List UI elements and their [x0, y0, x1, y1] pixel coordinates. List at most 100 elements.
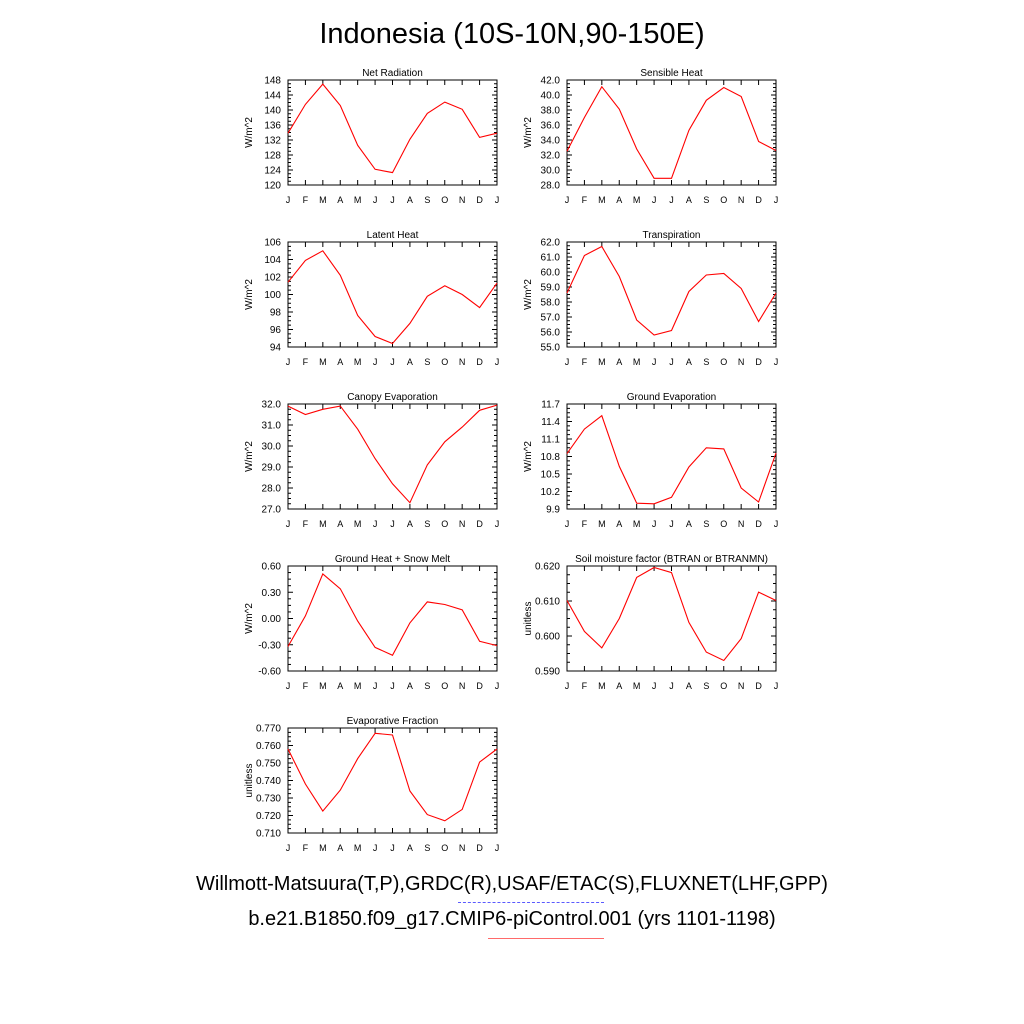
x-tick-label: A	[337, 681, 343, 691]
x-tick-label: A	[407, 681, 413, 691]
x-tick-label: J	[565, 357, 570, 367]
x-tick-label: O	[441, 519, 448, 529]
x-tick-label: J	[495, 357, 500, 367]
x-tick-label: O	[720, 357, 727, 367]
series-line	[566, 414, 777, 505]
y-tick-label: 0.730	[256, 794, 281, 805]
y-tick-label: 128	[264, 151, 281, 162]
x-tick-label: O	[720, 195, 727, 205]
x-tick-label: J	[373, 195, 378, 205]
y-tick-label: 0.620	[535, 562, 560, 573]
x-tick-label: D	[476, 195, 483, 205]
y-axis-label: unitless	[523, 602, 534, 636]
y-tick-label: 10.2	[541, 487, 561, 498]
figure-title: Indonesia (10S-10N,90-150E)	[319, 18, 705, 50]
x-tick-label: A	[616, 195, 622, 205]
y-axis-label: W/m^2	[244, 441, 255, 472]
x-tick-label: A	[686, 519, 692, 529]
y-tick-label: 55.0	[541, 343, 561, 354]
x-tick-label: A	[686, 195, 692, 205]
x-tick-label: J	[373, 357, 378, 367]
y-tick-label: 61.0	[541, 253, 561, 264]
model-line-swatch	[488, 938, 604, 939]
y-tick-label: 0.760	[256, 741, 281, 752]
x-tick-label: S	[424, 519, 430, 529]
x-tick-label: A	[407, 843, 413, 853]
x-tick-label: A	[616, 519, 622, 529]
x-tick-label: N	[738, 681, 745, 691]
chart-title: Latent Heat	[367, 230, 419, 241]
x-tick-label: M	[319, 519, 327, 529]
x-tick-label: J	[373, 519, 378, 529]
x-tick-label: A	[337, 357, 343, 367]
plot-frame	[566, 565, 777, 672]
y-tick-label: 0.770	[256, 724, 281, 735]
y-tick-label: 31.0	[262, 421, 282, 432]
y-tick-label: 59.0	[541, 283, 561, 294]
x-tick-label: M	[354, 195, 362, 205]
observations-line-swatch	[458, 902, 604, 903]
x-tick-label: A	[407, 519, 413, 529]
y-tick-label: 136	[264, 121, 281, 132]
x-tick-label: F	[582, 519, 588, 529]
x-tick-label: M	[354, 843, 362, 853]
x-tick-label: D	[476, 357, 483, 367]
x-tick-label: D	[755, 357, 762, 367]
y-tick-label: 28.0	[541, 181, 561, 192]
x-tick-label: N	[459, 357, 466, 367]
y-tick-label: 0.600	[535, 632, 560, 643]
y-tick-label: 0.710	[256, 829, 281, 840]
x-tick-label: D	[755, 519, 762, 529]
x-tick-label: N	[459, 519, 466, 529]
y-tick-label: 11.4	[541, 417, 560, 428]
x-tick-label: M	[598, 195, 606, 205]
y-tick-label: 102	[264, 273, 281, 284]
y-tick-label: 62.0	[541, 238, 561, 249]
y-tick-label: 10.5	[541, 470, 561, 481]
x-tick-label: S	[424, 681, 430, 691]
y-tick-label: 40.0	[541, 91, 561, 102]
x-tick-label: M	[354, 357, 362, 367]
x-tick-label: N	[459, 681, 466, 691]
x-tick-label: N	[738, 519, 745, 529]
series-line	[287, 250, 498, 345]
x-tick-label: F	[303, 357, 309, 367]
x-tick-label: F	[303, 843, 309, 853]
series-line	[566, 245, 777, 336]
x-tick-label: F	[582, 681, 588, 691]
x-tick-label: S	[424, 195, 430, 205]
x-tick-label: A	[337, 843, 343, 853]
x-tick-label: S	[424, 843, 430, 853]
y-tick-label: 28.0	[262, 484, 282, 495]
x-tick-label: F	[303, 195, 309, 205]
series-line	[566, 85, 777, 179]
y-tick-label: 0.740	[256, 776, 281, 787]
series-line	[287, 732, 498, 822]
y-tick-label: 94	[270, 343, 282, 354]
x-tick-label: J	[286, 519, 291, 529]
x-tick-label: A	[337, 519, 343, 529]
y-tick-label: 144	[264, 91, 281, 102]
x-tick-label: J	[669, 519, 674, 529]
x-tick-label: O	[441, 357, 448, 367]
x-tick-label: J	[390, 681, 395, 691]
y-tick-label: 140	[264, 106, 281, 117]
x-tick-label: J	[495, 681, 500, 691]
x-tick-label: J	[565, 195, 570, 205]
x-tick-label: J	[495, 195, 500, 205]
y-tick-label: 0.00	[262, 614, 282, 625]
y-tick-label: 36.0	[541, 121, 561, 132]
x-tick-label: O	[441, 195, 448, 205]
x-tick-label: F	[303, 519, 309, 529]
x-tick-label: O	[441, 843, 448, 853]
chart-title: Sensible Heat	[640, 68, 702, 79]
x-tick-label: F	[582, 195, 588, 205]
x-tick-label: J	[652, 195, 657, 205]
x-tick-label: J	[565, 519, 570, 529]
x-tick-label: M	[633, 681, 641, 691]
x-tick-label: J	[495, 843, 500, 853]
y-tick-label: 30.0	[541, 166, 561, 177]
y-tick-label: 106	[264, 238, 281, 249]
